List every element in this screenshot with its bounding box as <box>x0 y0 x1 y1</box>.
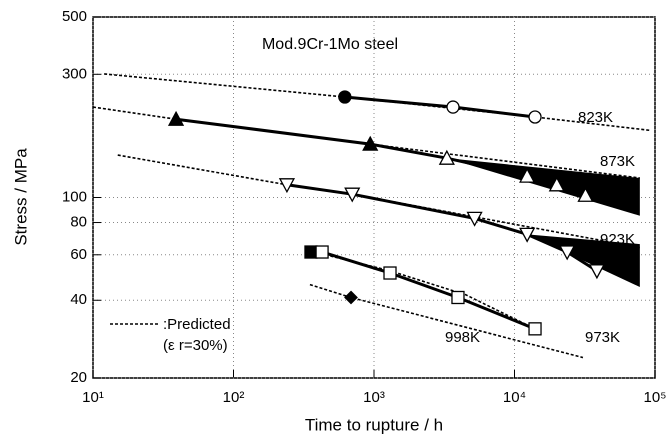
marker <box>528 110 542 124</box>
y-tick-label: 60 <box>70 246 87 263</box>
y-tick-label: 100 <box>62 188 87 205</box>
series-label: 998K <box>445 329 480 346</box>
y-axis-label: Stress / MPa <box>11 148 30 246</box>
marker <box>304 245 318 259</box>
series-label: 923K <box>600 231 635 248</box>
x-tick-label: 10⁵ <box>644 389 667 406</box>
chart-title: Mod.9Cr-1Mo steel <box>262 36 398 53</box>
x-tick-label: 10¹ <box>82 389 104 406</box>
marker <box>278 178 296 194</box>
marker <box>383 266 397 280</box>
y-tick-label: 300 <box>62 65 87 82</box>
data-line <box>310 250 536 331</box>
x-tick-label: 10³ <box>363 389 385 406</box>
series-label: 823K <box>578 109 613 126</box>
marker <box>528 322 542 336</box>
series-label: 973K <box>585 329 620 346</box>
marker <box>438 149 455 165</box>
legend-label: :Predicted <box>163 316 231 333</box>
marker <box>338 90 352 104</box>
marker <box>519 167 536 183</box>
legend-note: (ε r=30%) <box>163 337 228 354</box>
series-label: 873K <box>600 153 635 170</box>
marker <box>519 227 536 243</box>
marker <box>344 187 361 203</box>
predicted-line <box>309 283 584 359</box>
marker <box>466 211 483 227</box>
data-line <box>344 95 536 119</box>
marker <box>446 100 460 114</box>
marker <box>559 245 576 261</box>
marker <box>344 290 358 305</box>
marker <box>548 176 565 192</box>
y-tick-label: 40 <box>70 291 87 308</box>
data-line <box>286 183 598 273</box>
marker <box>362 135 379 151</box>
marker <box>167 110 185 126</box>
data-line <box>175 117 586 197</box>
y-tick-label: 20 <box>70 369 87 386</box>
y-tick-label: 80 <box>70 213 87 230</box>
marker <box>451 290 465 305</box>
marker <box>588 264 606 280</box>
marker <box>315 245 329 259</box>
predicted-line <box>310 250 536 330</box>
y-tick-label: 500 <box>62 8 87 25</box>
predicted-line <box>117 154 640 249</box>
x-tick-label: 10² <box>223 389 245 406</box>
x-axis-label: Time to rupture / h <box>305 415 443 434</box>
x-tick-label: 10⁴ <box>503 389 526 406</box>
marker <box>577 186 594 202</box>
